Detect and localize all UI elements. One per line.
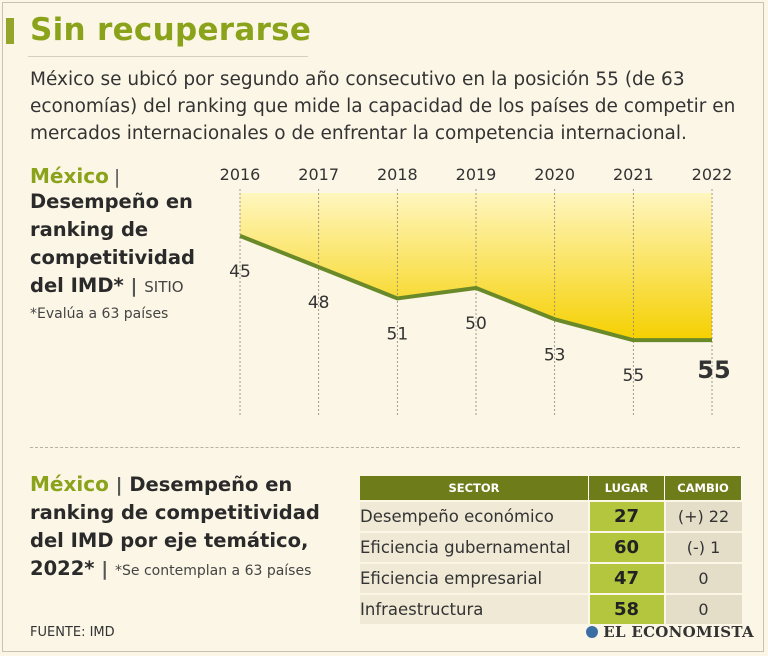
table-heading-separator: |	[115, 474, 123, 496]
x-tick-label: 2022	[692, 165, 733, 184]
row-cambio: (+) 22	[663, 500, 742, 532]
brand-mark-icon	[586, 626, 599, 638]
x-tick-label: 2016	[220, 165, 261, 184]
table-footnote: *Se contemplan a 63 países	[115, 563, 312, 579]
row-sector: Desempeño económico	[360, 500, 589, 532]
x-tick-label: 2018	[377, 165, 418, 184]
title-accent-bar	[6, 18, 14, 44]
series-line	[239, 233, 712, 343]
page-title: Sin recuperarse	[30, 12, 312, 48]
brand-name: EL ECONOMISTA	[603, 623, 754, 641]
header-sector: SECTOR	[360, 476, 589, 501]
table-row: Eficiencia empresarial 47 0	[360, 562, 742, 594]
header-lugar: LUGAR	[588, 476, 665, 501]
title-underline	[28, 56, 308, 57]
row-lugar: 27	[587, 500, 665, 532]
row-sector: Eficiencia gubernamental	[360, 531, 589, 563]
data-label: 45	[229, 262, 251, 282]
x-tick-label: 2021	[613, 165, 654, 184]
sector-table: SECTOR LUGAR CAMBIO Desempeño económico …	[360, 476, 742, 624]
row-lugar: 47	[587, 562, 665, 594]
data-label: 50	[465, 314, 487, 334]
data-label: 48	[308, 293, 330, 313]
chart-heading: México | Desempeño en ranking de competi…	[30, 164, 210, 301]
data-label: 53	[544, 345, 566, 365]
table-header-row: SECTOR LUGAR CAMBIO	[360, 476, 742, 501]
table-title-separator: |	[101, 558, 109, 580]
section-divider	[30, 447, 740, 448]
row-lugar: 60	[587, 531, 665, 563]
intro-text: México se ubicó por segundo año consecut…	[30, 69, 736, 144]
chart-heading-separator: |	[113, 166, 121, 188]
table-heading: México | Desempeño en ranking de competi…	[30, 470, 350, 585]
x-tick-label: 2017	[298, 165, 339, 184]
data-label: 55	[697, 356, 730, 384]
chart-title-wrap: Desempeño en ranking de competitividad d…	[30, 188, 210, 301]
row-cambio: 0	[663, 593, 742, 624]
row-cambio: (-) 1	[663, 531, 742, 563]
table-title: Desempeño en ranking de competitividad d…	[30, 473, 320, 580]
table-country-label: México	[30, 472, 109, 496]
chart-country-label: México	[30, 164, 109, 188]
chart-title: Desempeño en ranking de competitividad d…	[30, 190, 195, 297]
row-sector: Infraestructura	[360, 593, 589, 624]
row-cambio: 0	[663, 562, 742, 594]
header-cambio: CAMBIO	[664, 476, 742, 501]
chart-title-separator: |	[130, 275, 138, 297]
row-lugar: 58	[587, 593, 665, 624]
ranking-area-chart: 2016 2017 2018 2019 2020 2021 2022 45 48 51 50 53 55…	[220, 165, 733, 417]
row-sector: Eficiencia empresarial	[360, 562, 589, 594]
table-row: Eficiencia gubernamental 60 (-) 1	[360, 531, 742, 563]
x-tick-label: 2019	[456, 165, 497, 184]
data-label: 51	[387, 324, 409, 344]
table-row: Desempeño económico 27 (+) 22	[360, 500, 742, 532]
data-label: 55	[623, 366, 645, 386]
x-tick-label: 2020	[534, 165, 575, 184]
brand-logo: EL ECONOMISTA	[586, 623, 754, 641]
chart-unit-label: SITIO	[144, 278, 184, 296]
chart-footnote: *Evalúa a 63 países	[30, 306, 169, 322]
table-row: Infraestructura 58 0	[360, 593, 742, 624]
source-label: FUENTE: IMD	[30, 625, 115, 640]
